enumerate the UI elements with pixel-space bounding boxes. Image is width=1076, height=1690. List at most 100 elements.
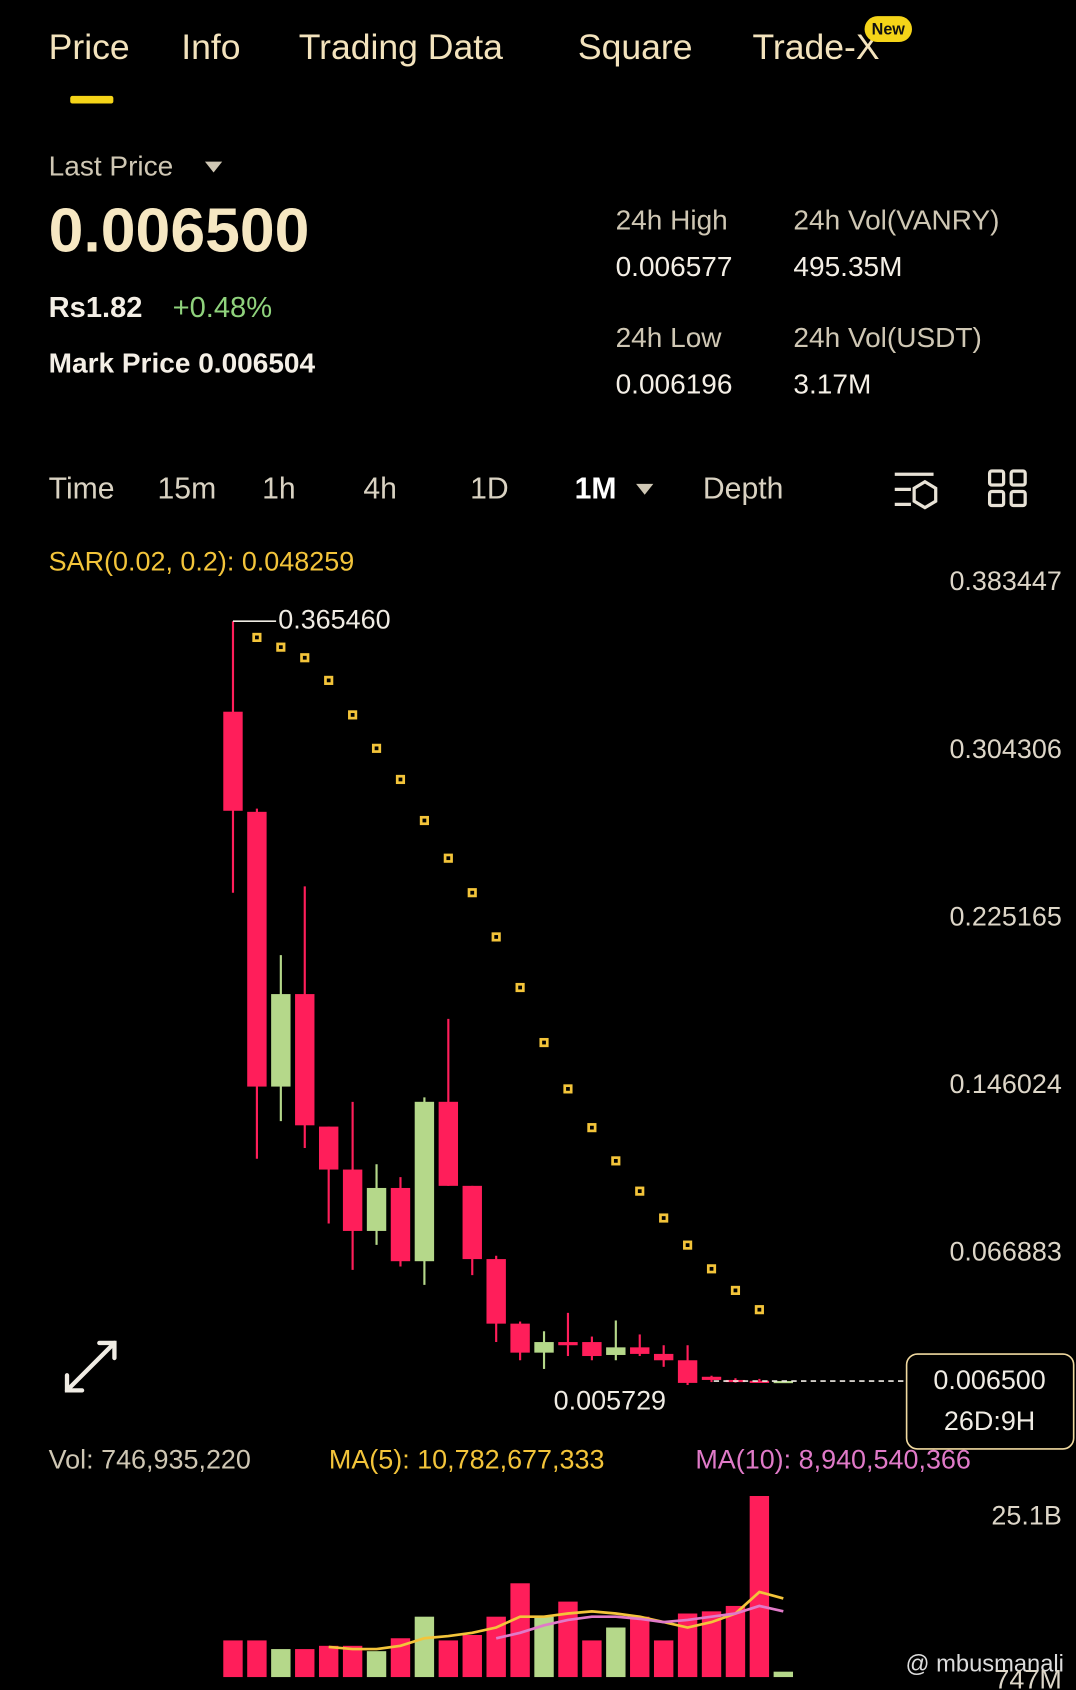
sar-value: 0.048259: [242, 547, 354, 577]
volume-bar: [342, 1645, 363, 1678]
stat-label: 24h Vol(USDT): [793, 322, 981, 353]
mark-price-label: Mark Price: [49, 348, 191, 379]
interval[interactable]: 1D: [470, 472, 509, 505]
candle-body: [773, 1381, 794, 1384]
expand-icon[interactable]: [64, 1340, 117, 1393]
sar-dot: [563, 1084, 573, 1094]
ma5-line: [328, 1590, 784, 1651]
candle-body: [677, 1360, 698, 1383]
tab[interactable]: Info: [181, 27, 240, 67]
sar-dot: [539, 1037, 549, 1048]
price-axis-label: 0.066883: [949, 1236, 1061, 1266]
countdown: 26D:9H: [944, 1406, 1035, 1436]
price-axis-label: 0.383447: [949, 566, 1061, 596]
stat-value: 495.35M: [793, 251, 902, 282]
volume-bar: [773, 1671, 794, 1678]
mark-price-value: 0.006504: [198, 348, 315, 379]
tab-underline: [70, 95, 114, 104]
sar-dot: [706, 1264, 717, 1274]
volume-bar: [534, 1616, 554, 1678]
candle-body: [510, 1323, 530, 1353]
candle-body: [223, 711, 243, 811]
sar-dot: [635, 1186, 645, 1196]
volume-bar: [653, 1640, 674, 1678]
volume-bar: [749, 1495, 770, 1678]
volume-bar: [606, 1627, 626, 1678]
tab[interactable]: Price: [49, 27, 130, 67]
dropdown-arrow: [636, 483, 654, 495]
stat-label: 24h Low: [616, 322, 723, 353]
indicator-icon[interactable]: [894, 472, 938, 510]
interval[interactable]: 1h: [262, 472, 296, 505]
sar-dot: [730, 1285, 741, 1295]
vol-value: 746,935,220: [101, 1445, 251, 1475]
volume-bar: [295, 1649, 315, 1678]
volume-bar: [510, 1583, 530, 1678]
interval-active[interactable]: 1M: [575, 472, 617, 505]
candle-body: [390, 1187, 411, 1262]
candle-body: [342, 1169, 363, 1231]
interval[interactable]: 15m: [158, 472, 217, 505]
sar-dot: [515, 982, 525, 993]
interval[interactable]: Time: [49, 472, 115, 505]
volume-bar: [677, 1613, 698, 1678]
candle-body: [247, 811, 267, 1087]
candle-body: [653, 1353, 674, 1361]
volume-bar: [318, 1645, 339, 1678]
new-badge-bg: [864, 16, 912, 43]
volume-bar: [582, 1640, 602, 1678]
interval[interactable]: 4h: [363, 472, 397, 505]
dropdown-arrow: [204, 161, 223, 173]
sar-label: SAR(0.02, 0.2):: [49, 547, 235, 577]
tab[interactable]: Trading Data: [299, 27, 503, 67]
layout-icon[interactable]: [987, 469, 1027, 508]
volume-bar: [630, 1616, 650, 1678]
volume-bar: [223, 1640, 243, 1678]
ma5-text: MA(5): 10,782,677,333: [329, 1445, 605, 1475]
mark-price: Mark Price 0.006504: [49, 348, 316, 379]
price-axis-label: 0.146024: [949, 1069, 1061, 1099]
watermark: @ mbusmanali: [906, 1651, 1064, 1677]
tab[interactable]: Square: [578, 27, 693, 67]
current-price-box: [905, 1353, 1075, 1450]
last-price: 0.006500: [49, 195, 310, 265]
sar-dot: [252, 632, 262, 643]
ma10-label: MA(10):: [695, 1445, 791, 1475]
min-label: 0.005729: [554, 1385, 666, 1415]
sar-dot: [587, 1123, 597, 1133]
volume-axis-label: 747M: [994, 1664, 1061, 1690]
sar-dot: [443, 853, 453, 863]
candle-body: [438, 1101, 459, 1186]
stat-label: 24h Vol(VANRY): [793, 204, 999, 235]
candle-body: [534, 1342, 554, 1353]
sar-dot: [754, 1305, 764, 1315]
price-change: +0.48%: [173, 292, 272, 324]
volume-bar: [247, 1640, 267, 1678]
volume-bar: [366, 1651, 387, 1678]
candle-body: [582, 1342, 602, 1357]
sar-dot: [348, 710, 358, 720]
tab[interactable]: Trade-X: [752, 27, 879, 67]
candle-body: [295, 994, 315, 1126]
stat-value: 3.17M: [793, 368, 871, 399]
sar-dot: [395, 774, 406, 785]
sar-dot: [419, 815, 429, 826]
vol-text: Vol: 746,935,220: [49, 1445, 251, 1475]
volume-bar: [438, 1640, 459, 1678]
stat-label: 24h High: [616, 204, 728, 235]
volume-bar: [462, 1635, 482, 1678]
candle-body: [558, 1342, 578, 1346]
interval[interactable]: Depth: [703, 472, 783, 505]
sar-dot: [683, 1240, 693, 1250]
volume-bar: [486, 1616, 506, 1678]
last-price-label[interactable]: Last Price: [49, 151, 174, 182]
ma10-line: [495, 1604, 784, 1640]
current-price-label: 0.006500: [933, 1365, 1045, 1395]
candle-body: [606, 1347, 626, 1355]
sar-dot: [276, 642, 286, 652]
sar-dot: [491, 932, 501, 942]
candle-body: [366, 1187, 387, 1231]
